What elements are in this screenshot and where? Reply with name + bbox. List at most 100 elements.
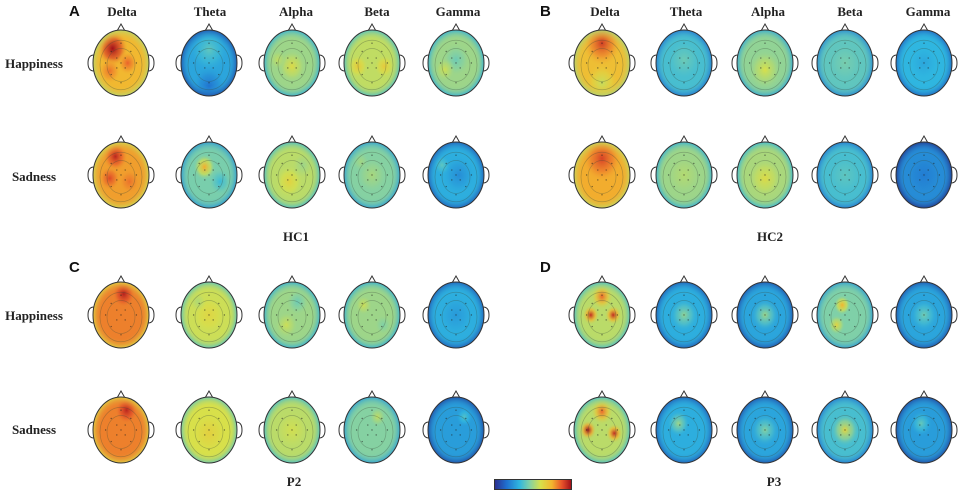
electrode-dot <box>616 62 619 64</box>
electrode-dot <box>295 434 297 436</box>
electrode-dot <box>291 429 293 431</box>
electrode-dot <box>907 429 910 431</box>
electrode-dot <box>754 302 756 305</box>
electrode-dot <box>291 174 293 176</box>
electrode-dot <box>212 57 214 59</box>
head-outline <box>343 281 401 349</box>
electrode-dot <box>381 73 383 76</box>
panel-a-band-delta: Delta <box>107 4 137 19</box>
electrode-dot <box>679 169 681 171</box>
nose <box>919 389 929 399</box>
electrode-dot <box>439 429 442 431</box>
head-map-d-sadness-delta <box>568 389 636 464</box>
electrode-dot <box>295 309 297 311</box>
electrode-dot <box>848 309 850 311</box>
electrode-dot <box>295 179 297 181</box>
right-ear <box>318 421 326 439</box>
electrode-dot <box>295 57 297 59</box>
electrode-dot <box>779 314 782 316</box>
electrode-dot <box>130 325 132 328</box>
electrode-dot <box>287 424 289 426</box>
electrode-dot <box>287 57 289 59</box>
nose <box>451 274 461 284</box>
electrode-dot <box>291 294 293 296</box>
electrode-dot <box>135 62 138 64</box>
left-ear <box>258 166 266 184</box>
electrode-dot <box>291 42 293 44</box>
left-ear <box>731 421 739 439</box>
electrode-dot <box>455 409 457 411</box>
electrode-dot <box>760 57 762 59</box>
electrode-dot <box>683 42 685 44</box>
head-outline <box>895 396 953 464</box>
electrode-dot <box>275 314 278 316</box>
electrode-dot <box>854 440 856 443</box>
electrode-dot <box>287 67 289 69</box>
electrode-dot <box>768 434 770 436</box>
electrode-dot <box>208 409 210 411</box>
electrode-dot <box>667 429 670 431</box>
electrode-dot <box>754 73 756 76</box>
electrode-dot <box>687 319 689 321</box>
head-outline <box>736 141 794 209</box>
electrode-dot <box>754 185 756 188</box>
electrode-dot <box>120 449 122 451</box>
electrode-dot <box>204 57 206 59</box>
electrode-dot <box>774 162 776 165</box>
electrode-dot <box>204 309 206 311</box>
head-outline <box>92 396 150 464</box>
panel-b-band-theta: Theta <box>669 4 703 19</box>
panel-a-subject: HC1 <box>283 229 309 244</box>
electrode-dot <box>291 82 293 84</box>
nose <box>919 22 929 32</box>
electrode-dot <box>445 73 447 76</box>
left-ear <box>338 306 346 324</box>
electrode-dot <box>683 82 685 84</box>
electrode-dot <box>611 162 613 165</box>
electrode-dot <box>367 319 369 321</box>
left-ear <box>650 166 658 184</box>
head-map-d-happiness-beta <box>811 274 879 349</box>
electrode-dot <box>212 309 214 311</box>
electrode-dot <box>291 154 293 156</box>
electrode-dot <box>287 319 289 321</box>
electrode-dot <box>854 50 856 53</box>
electrode-dot <box>287 309 289 311</box>
contour-line <box>277 160 307 194</box>
contour-line <box>187 151 231 203</box>
left-ear <box>568 166 576 184</box>
left-ear <box>422 54 430 72</box>
electrode-dot <box>204 179 206 181</box>
electrode-dot <box>834 162 836 165</box>
electrode-dot <box>451 424 453 426</box>
electrode-dot <box>208 429 210 431</box>
electrode-dot <box>585 314 588 316</box>
electrode-dot <box>192 429 195 431</box>
electrode-dot <box>848 169 850 171</box>
electrode-dot <box>455 449 457 451</box>
electrode-dot <box>913 50 915 53</box>
electrode-dot <box>774 73 776 76</box>
electrode-dot <box>848 179 850 181</box>
panel-a-band-beta: Beta <box>364 4 390 19</box>
electrode-dot <box>465 185 467 188</box>
electrode-dot <box>130 302 132 305</box>
electrode-dot <box>840 169 842 171</box>
electrode-dot <box>459 309 461 311</box>
electrode-dot <box>459 179 461 181</box>
electrode-dot <box>110 73 112 76</box>
electrode-dot <box>120 174 122 176</box>
left-ear <box>338 166 346 184</box>
head-outline <box>736 29 794 97</box>
electrode-dot <box>698 314 701 316</box>
electrode-dot <box>927 309 929 311</box>
right-ear <box>710 421 718 439</box>
electrode-dot <box>218 185 220 188</box>
nose <box>840 274 850 284</box>
electrode-dot <box>591 417 593 420</box>
electrode-dot <box>679 434 681 436</box>
panel-a-band-gamma: Gamma <box>435 4 481 19</box>
contour-line <box>441 160 471 194</box>
electrode-dot <box>287 169 289 171</box>
electrode-dot <box>295 67 297 69</box>
